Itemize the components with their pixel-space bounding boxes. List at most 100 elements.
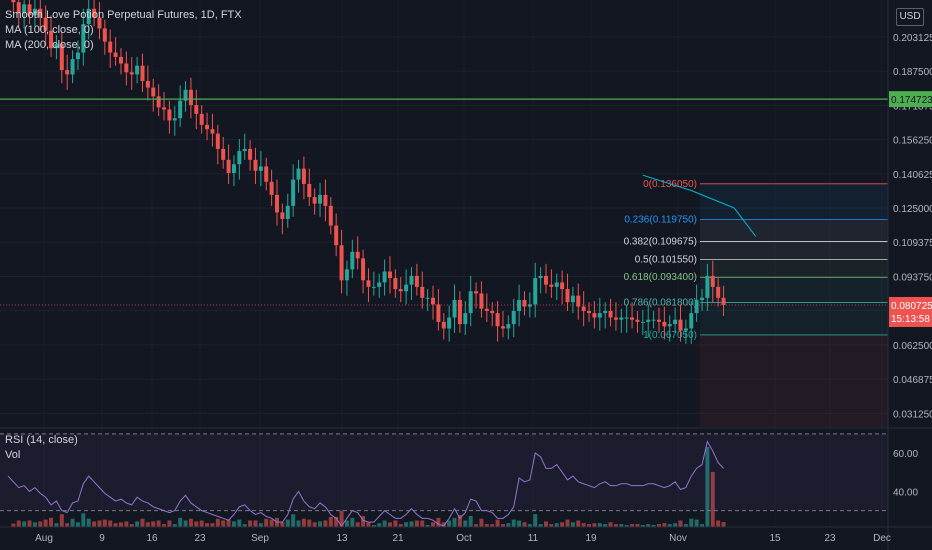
candle-body (393, 278, 398, 290)
y-tick-label: 0.093750 (893, 272, 932, 283)
volume-bar (81, 513, 86, 527)
candle-body (162, 107, 167, 110)
volume-bar (404, 522, 409, 527)
volume-bar (108, 520, 113, 527)
candle-body (188, 89, 193, 106)
candle-body (361, 258, 366, 281)
fib-level-label: 0.236(0.119750) (624, 215, 697, 226)
volume-bar (576, 520, 581, 527)
volume-bar (162, 524, 167, 527)
candle-body (38, 8, 43, 18)
y-tick-label: 0.203125 (893, 33, 932, 44)
candle-body (533, 278, 538, 305)
volume-bar (678, 520, 683, 527)
volume-bar (441, 522, 446, 527)
volume-bar (549, 524, 554, 527)
volume-bar (705, 447, 710, 527)
candle-body (479, 293, 484, 309)
candle-body (608, 310, 613, 318)
volume-bar (495, 519, 500, 527)
volume-bar (447, 520, 452, 527)
fib-zone (700, 277, 888, 303)
volume-bar (156, 520, 161, 527)
volume-bar (301, 518, 306, 527)
horizontal-line-price: 0.174723 (891, 95, 932, 106)
rsi-line (7, 440, 724, 527)
candle-body (275, 194, 279, 213)
volume-bar (651, 525, 656, 527)
x-tick-label: 19 (585, 533, 597, 544)
candle-body (339, 245, 344, 281)
candle-body (226, 159, 231, 173)
volume-bar (188, 518, 193, 527)
y-tick-label: 0.187500 (893, 67, 932, 78)
volume-bar (387, 522, 392, 527)
candle-body (237, 151, 242, 165)
candle-body (404, 284, 409, 292)
candle-body (16, 2, 21, 14)
candle-body (231, 164, 236, 173)
volume-bar (414, 520, 419, 527)
volume-bar (608, 522, 613, 527)
last-price: 0.080725 (891, 301, 932, 312)
candle-body (108, 41, 113, 53)
candle-body (527, 304, 532, 307)
candle-body (511, 310, 516, 325)
candle-body (318, 194, 323, 204)
volume-bar (172, 524, 177, 527)
candle-body (97, 17, 102, 29)
candle-body (705, 275, 710, 298)
x-tick-label: 9 (99, 533, 105, 544)
volume-bar (522, 522, 527, 527)
volume-bar (694, 519, 699, 527)
candle-body (65, 70, 70, 75)
volume-bar (640, 525, 645, 527)
candle-body (178, 100, 183, 119)
candle-body (640, 321, 645, 323)
rsi-legend[interactable]: RSI (14, close) (5, 434, 78, 446)
volume-bar (167, 520, 172, 527)
volume-bar (667, 524, 672, 527)
volume-bar (371, 525, 376, 527)
volume-bar (65, 523, 70, 527)
fib-zone (700, 241, 888, 260)
candle-body (651, 319, 656, 321)
candle-body (350, 251, 355, 270)
vol-legend[interactable]: Vol (5, 449, 21, 461)
x-tick-label: 16 (146, 533, 158, 544)
ma100-legend[interactable]: MA (100, close, 0) (5, 24, 94, 36)
volume-bar (194, 521, 199, 527)
volume-bar (22, 521, 27, 527)
volume-bar (479, 518, 484, 527)
volume-bar (436, 517, 441, 527)
candle-body (592, 313, 597, 318)
volume-bar (538, 524, 543, 527)
last-price-badge (889, 296, 932, 327)
volume-bar (398, 524, 403, 527)
candle-body (307, 183, 312, 198)
volume-bars (11, 447, 726, 527)
candle-body (436, 304, 441, 322)
x-tick-label: Aug (35, 533, 53, 544)
volume-bar (533, 514, 538, 527)
volume-bar (366, 522, 371, 527)
candle-body (570, 295, 575, 303)
currency-button[interactable]: USD (896, 8, 924, 26)
volume-bar (721, 522, 726, 527)
candle-body (113, 52, 118, 57)
x-tick-label: Sep (251, 533, 269, 544)
ma200-legend[interactable]: MA (200, close, 0) (5, 39, 94, 51)
candle-body (667, 324, 672, 327)
x-tick-label: Oct (456, 533, 472, 544)
candle-body (710, 275, 715, 287)
candle-body (468, 291, 473, 314)
candle-body (474, 291, 479, 294)
candle-body (140, 65, 145, 82)
candle-body (544, 275, 548, 285)
fibonacci-retracement[interactable]: 0(0.136050) 0.236(0.119750) 0.382(0.109675… (624, 179, 888, 427)
volume-bar (554, 523, 559, 527)
volume-bar (592, 523, 597, 527)
fib-level-label: 0.5(0.101550) (635, 254, 697, 265)
